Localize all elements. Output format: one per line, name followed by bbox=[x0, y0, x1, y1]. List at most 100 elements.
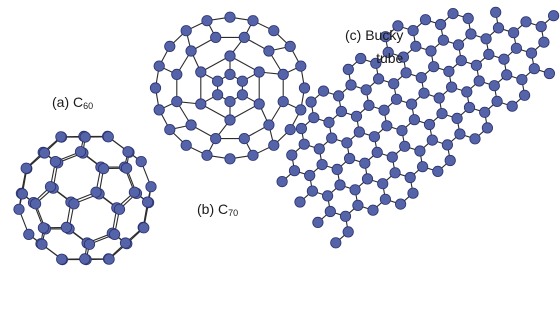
c70-molecule bbox=[149, 11, 311, 165]
carbon-atom bbox=[98, 163, 110, 175]
carbon-atom bbox=[210, 31, 222, 44]
carbon-atom bbox=[128, 186, 140, 198]
carbon-atom bbox=[461, 86, 473, 98]
carbon-atom bbox=[210, 133, 222, 145]
carbon-atom bbox=[436, 108, 448, 120]
carbon-atom bbox=[16, 188, 29, 200]
carbon-atom bbox=[363, 99, 375, 112]
carbon-atom bbox=[372, 73, 385, 85]
carbon-atom bbox=[268, 139, 280, 151]
carbon-atom bbox=[201, 149, 213, 161]
carbon-atom bbox=[501, 69, 513, 81]
carbon-atom bbox=[394, 198, 407, 210]
carbon-atom bbox=[528, 63, 540, 75]
carbon-atom bbox=[164, 124, 176, 136]
carbon-atom bbox=[253, 98, 265, 110]
carbon-atom bbox=[382, 46, 394, 59]
carbon-atom bbox=[306, 185, 318, 197]
carbon-atom bbox=[224, 68, 236, 81]
carbon-atom bbox=[520, 16, 532, 28]
carbon-atom bbox=[370, 57, 382, 69]
carbon-atom bbox=[313, 143, 325, 155]
carbon-atom bbox=[480, 33, 492, 45]
carbon-atom bbox=[212, 75, 224, 87]
carbon-atom bbox=[316, 159, 328, 171]
carbon-atom bbox=[361, 173, 374, 185]
carbon-atom bbox=[185, 45, 197, 57]
carbon-atom bbox=[368, 131, 380, 143]
carbon-atom bbox=[304, 169, 316, 182]
carbon-atom bbox=[378, 104, 390, 116]
carbon-atom bbox=[428, 61, 440, 73]
carbon-atom bbox=[444, 154, 456, 167]
carbon-atom bbox=[388, 78, 400, 90]
carbon-atom bbox=[535, 21, 547, 33]
carbon-atom bbox=[355, 52, 367, 65]
carbon-atom bbox=[498, 53, 510, 65]
carbon-atom bbox=[321, 190, 334, 202]
carbon-atom bbox=[470, 59, 482, 71]
carbon-atom bbox=[212, 89, 224, 101]
carbon-atom bbox=[284, 40, 296, 53]
carbon-atom bbox=[138, 222, 150, 234]
carbon-atom bbox=[538, 36, 550, 48]
carbon-atom bbox=[288, 165, 301, 177]
carbon-atom bbox=[473, 75, 485, 87]
carbon-atom bbox=[334, 179, 346, 191]
carbon-atom bbox=[343, 152, 356, 165]
carbon-atom bbox=[295, 60, 307, 72]
carbon-atom bbox=[102, 131, 114, 143]
carbon-atom bbox=[492, 22, 505, 34]
carbon-atom bbox=[400, 67, 412, 79]
carbon-atom bbox=[404, 171, 416, 184]
carbon-atom bbox=[339, 210, 352, 222]
carbon-atom bbox=[263, 45, 275, 57]
carbon-atom bbox=[425, 45, 437, 57]
carbon-atom bbox=[353, 126, 365, 138]
carbon-atom bbox=[23, 228, 35, 240]
carbon-atom bbox=[342, 63, 354, 76]
carbon-atom bbox=[350, 110, 363, 122]
carbon-atom bbox=[490, 6, 502, 18]
carbon-atom bbox=[263, 119, 275, 131]
carbon-atom bbox=[451, 112, 463, 125]
carbon-atom bbox=[153, 104, 165, 116]
carbon-atom bbox=[109, 228, 121, 240]
atom-group bbox=[13, 130, 157, 266]
carbon-atom bbox=[416, 161, 429, 173]
carbon-atom bbox=[171, 96, 183, 108]
carbon-atom bbox=[367, 204, 379, 216]
carbon-atom bbox=[396, 125, 408, 137]
carbon-atom bbox=[324, 205, 336, 218]
carbon-atom bbox=[330, 237, 342, 249]
carbon-atom bbox=[381, 120, 393, 132]
carbon-atom bbox=[308, 112, 320, 124]
carbon-atom bbox=[379, 31, 392, 43]
carbon-atom bbox=[454, 128, 466, 140]
carbon-atom bbox=[510, 42, 523, 54]
carbon-atom bbox=[397, 51, 409, 63]
bond-group bbox=[154, 16, 306, 160]
carbon-atom bbox=[445, 81, 458, 93]
carbon-atom bbox=[44, 181, 57, 193]
carbon-atom bbox=[443, 65, 455, 78]
carbon-atom bbox=[491, 95, 503, 108]
carbon-atom bbox=[286, 149, 298, 161]
carbon-atom bbox=[447, 8, 459, 20]
carbon-atom bbox=[236, 89, 248, 101]
carbon-atom bbox=[377, 178, 389, 190]
carbon-atom bbox=[331, 163, 343, 175]
carbon-atom bbox=[483, 48, 495, 61]
bucky-tube-molecule bbox=[276, 6, 560, 249]
carbon-atom bbox=[171, 68, 183, 81]
carbon-atom bbox=[153, 60, 165, 72]
carbon-atom bbox=[488, 80, 500, 92]
carbon-atom bbox=[407, 25, 419, 37]
carbon-atom bbox=[389, 167, 401, 179]
carbon-atom bbox=[56, 253, 68, 265]
carbon-atom bbox=[247, 149, 259, 161]
carbon-atom bbox=[407, 187, 419, 199]
carbon-atom bbox=[525, 47, 538, 59]
carbon-atom bbox=[224, 11, 236, 23]
label-c70: (b) C70 bbox=[197, 201, 239, 218]
